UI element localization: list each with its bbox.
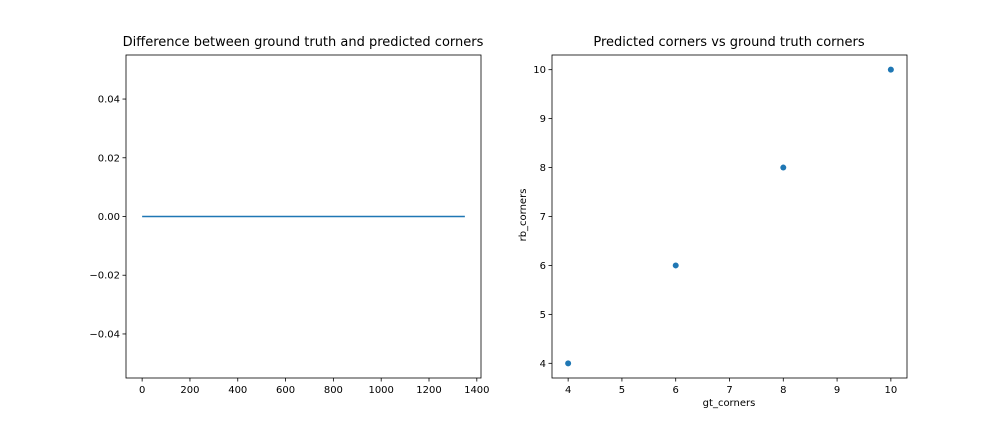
chart-right-ytick-label: 6 bbox=[540, 261, 546, 272]
chart-right-xtick-label: 10 bbox=[884, 385, 897, 396]
chart-right-xlabel: gt_corners bbox=[703, 398, 756, 409]
chart-right-data-point bbox=[565, 360, 572, 367]
chart-right-xtick-label: 8 bbox=[780, 385, 786, 396]
chart-left-xtick-label: 800 bbox=[324, 385, 343, 396]
chart-left-difference: Difference between ground truth and pred… bbox=[89, 35, 489, 396]
chart-right-ytick-label: 5 bbox=[540, 310, 546, 321]
chart-left-ytick-label: 0.00 bbox=[98, 212, 120, 223]
chart-right-data-point bbox=[672, 262, 679, 269]
chart-right-xtick-label: 4 bbox=[565, 385, 571, 396]
chart-left-xtick-label: 0 bbox=[139, 385, 145, 396]
chart-right-scatter: Predicted corners vs ground truth corner… bbox=[518, 35, 908, 409]
chart-right-xtick-label: 9 bbox=[834, 385, 840, 396]
chart-right-ytick-label: 8 bbox=[540, 163, 546, 174]
chart-right-xtick-label: 5 bbox=[619, 385, 625, 396]
chart-right-xtick-label: 7 bbox=[726, 385, 732, 396]
chart-right-axes-frame bbox=[551, 54, 908, 379]
chart-left-xtick-label: 200 bbox=[180, 385, 199, 396]
chart-right-ytick-label: 7 bbox=[540, 212, 546, 223]
chart-left-xtick-label: 400 bbox=[228, 385, 247, 396]
chart-left-xtick-label: 1400 bbox=[464, 385, 489, 396]
chart-left-xtick-label: 600 bbox=[276, 385, 295, 396]
chart-right-data-point bbox=[887, 66, 894, 73]
chart-right-ytick-label: 4 bbox=[540, 359, 546, 370]
chart-left-ytick-label: −0.02 bbox=[89, 271, 120, 282]
chart-right-title: Predicted corners vs ground truth corner… bbox=[593, 35, 865, 50]
chart-left-ytick-label: 0.02 bbox=[98, 153, 120, 164]
chart-right-ylabel: rb_corners bbox=[518, 189, 529, 242]
chart-left-xtick-label: 1000 bbox=[368, 385, 393, 396]
chart-left-xtick-label: 1200 bbox=[416, 385, 441, 396]
chart-left-ytick-label: −0.04 bbox=[89, 329, 120, 340]
chart-left-title: Difference between ground truth and pred… bbox=[123, 35, 484, 50]
chart-left-ytick-label: 0.04 bbox=[98, 95, 120, 106]
chart-right-ytick-label: 10 bbox=[533, 65, 546, 76]
chart-right-ytick-label: 9 bbox=[540, 114, 546, 125]
chart-right-data-point bbox=[780, 164, 787, 171]
chart-right-xtick-label: 6 bbox=[673, 385, 679, 396]
